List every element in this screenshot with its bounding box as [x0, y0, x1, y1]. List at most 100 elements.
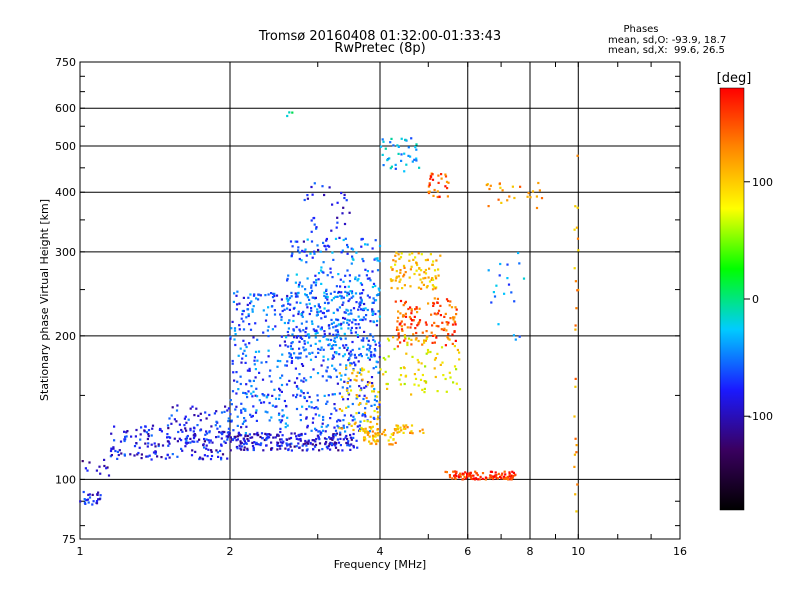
data-point — [298, 251, 301, 254]
data-point — [237, 388, 240, 391]
data-point — [431, 263, 434, 266]
data-point — [256, 338, 259, 341]
data-point — [257, 443, 260, 446]
data-point — [400, 252, 403, 255]
data-point — [280, 383, 284, 387]
data-point — [506, 277, 509, 280]
data-point — [369, 333, 372, 336]
data-point — [197, 414, 200, 417]
data-point — [238, 433, 241, 436]
data-point — [230, 420, 233, 423]
data-point — [233, 338, 236, 341]
data-point — [199, 412, 202, 415]
data-point — [256, 395, 259, 398]
data-point — [403, 273, 406, 276]
data-point — [374, 312, 377, 316]
data-point — [340, 327, 343, 330]
data-point — [334, 329, 337, 332]
data-point — [332, 311, 335, 314]
data-point — [362, 429, 365, 432]
data-point — [495, 477, 498, 480]
data-point — [242, 352, 245, 355]
data-point — [95, 502, 99, 505]
data-point — [378, 356, 381, 359]
data-point — [295, 407, 299, 411]
data-point — [369, 420, 372, 424]
data-point — [286, 294, 289, 298]
data-point — [362, 437, 366, 440]
data-point — [364, 268, 367, 271]
data-point — [224, 405, 227, 408]
data-point — [301, 249, 304, 252]
data-point — [170, 422, 173, 425]
data-point — [280, 419, 284, 422]
data-point — [302, 380, 305, 383]
data-point — [184, 415, 187, 418]
data-point — [427, 302, 430, 305]
data-point — [298, 281, 301, 284]
data-point — [305, 408, 308, 411]
data-point — [497, 198, 500, 201]
data-point — [140, 426, 143, 429]
data-point — [419, 378, 423, 381]
data-point — [279, 313, 282, 316]
data-point — [147, 442, 150, 445]
data-point — [332, 321, 335, 324]
data-point — [231, 362, 234, 365]
data-point — [366, 400, 369, 403]
data-point — [407, 154, 410, 157]
data-point — [337, 418, 340, 422]
data-point — [294, 292, 297, 295]
data-point — [83, 501, 86, 504]
data-point — [221, 453, 225, 456]
data-point — [237, 431, 240, 434]
data-point — [354, 323, 357, 326]
data-point — [133, 454, 136, 457]
data-point — [226, 457, 229, 460]
data-point — [352, 258, 355, 261]
data-point — [297, 246, 300, 249]
data-point — [409, 285, 412, 288]
data-point — [399, 426, 402, 429]
data-point — [397, 145, 400, 148]
data-point — [478, 478, 481, 481]
data-point — [484, 478, 487, 481]
data-point — [285, 297, 289, 300]
data-point — [378, 403, 381, 406]
data-point — [318, 438, 321, 441]
data-point — [286, 444, 289, 447]
data-point — [320, 364, 323, 367]
data-point — [301, 337, 304, 340]
data-point — [391, 443, 394, 446]
data-point — [311, 351, 314, 354]
data-point — [199, 419, 202, 422]
data-point — [392, 144, 395, 147]
data-point — [403, 284, 406, 287]
data-point — [247, 439, 250, 442]
data-point — [347, 285, 350, 288]
data-point — [297, 387, 300, 390]
data-point — [281, 409, 284, 412]
data-point — [157, 444, 160, 448]
data-point — [371, 310, 374, 313]
data-point — [227, 427, 230, 430]
data-point — [394, 167, 397, 170]
data-point — [303, 349, 306, 352]
data-point — [398, 323, 401, 326]
data-point — [294, 240, 297, 243]
data-point — [418, 166, 421, 169]
data-point — [513, 474, 517, 477]
data-point — [437, 268, 440, 271]
data-point — [346, 444, 349, 447]
data-point — [396, 326, 399, 329]
data-point — [308, 312, 311, 316]
data-point — [453, 316, 456, 319]
data-point — [431, 324, 434, 327]
data-point — [374, 435, 377, 438]
data-point — [206, 455, 209, 458]
data-point — [296, 377, 299, 380]
data-point — [273, 313, 277, 316]
data-point — [439, 304, 442, 307]
data-point — [389, 167, 392, 170]
data-point — [160, 456, 163, 459]
